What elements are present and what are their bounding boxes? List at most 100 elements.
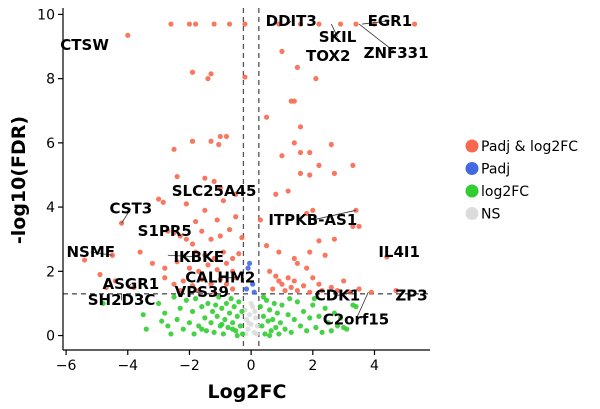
data-point <box>180 326 186 332</box>
data-point <box>196 323 202 329</box>
data-point <box>279 281 285 287</box>
data-point <box>228 296 234 302</box>
data-point <box>217 233 223 239</box>
data-point <box>211 178 217 185</box>
data-point <box>168 21 174 27</box>
data-point <box>208 320 214 326</box>
data-point <box>276 249 282 255</box>
data-point <box>265 318 271 324</box>
y-tick-label: 0 <box>46 329 55 345</box>
data-point <box>252 308 258 315</box>
data-point <box>239 235 245 241</box>
gene-label: TOX2 <box>306 47 350 65</box>
data-point <box>310 302 316 308</box>
data-point <box>304 210 310 217</box>
data-point <box>319 329 325 335</box>
data-point <box>285 312 291 318</box>
data-point <box>307 315 313 321</box>
data-point <box>199 276 205 282</box>
data-point <box>243 286 250 292</box>
data-point <box>350 162 356 168</box>
data-point <box>337 21 344 27</box>
data-point <box>267 307 273 313</box>
data-point <box>350 223 356 229</box>
data-point <box>270 286 276 292</box>
data-point <box>156 300 162 307</box>
gene-label: IKBKE <box>173 248 224 266</box>
data-point <box>263 114 270 120</box>
annotation-leader <box>167 254 199 258</box>
data-point <box>162 310 168 316</box>
data-point <box>183 236 189 242</box>
data-point <box>233 214 239 220</box>
data-point <box>260 313 267 319</box>
data-point <box>193 21 199 27</box>
data-point <box>162 265 168 271</box>
data-point <box>112 278 119 284</box>
data-point <box>304 265 310 271</box>
data-point <box>239 331 246 337</box>
gene-label: ZP3 <box>395 286 427 304</box>
y-tick-label: 2 <box>46 264 55 280</box>
gene-label: EGR1 <box>368 12 413 30</box>
data-point <box>331 170 337 176</box>
data-point <box>223 133 230 140</box>
data-point <box>257 217 263 223</box>
gene-label: CTSW <box>60 36 109 54</box>
data-point <box>311 296 317 302</box>
data-point <box>236 299 242 305</box>
y-tick-label: 4 <box>46 200 55 216</box>
data-point <box>246 260 253 266</box>
data-point <box>183 297 189 303</box>
data-point <box>211 329 217 335</box>
data-point <box>297 124 304 130</box>
data-point <box>254 323 260 329</box>
data-point <box>297 149 304 156</box>
data-point <box>393 287 399 294</box>
data-point <box>242 74 248 80</box>
gene-label: CDK1 <box>315 286 361 304</box>
data-point <box>222 316 228 323</box>
data-point <box>334 323 341 329</box>
data-point <box>174 173 180 180</box>
data-point <box>300 308 307 315</box>
x-tick-label: 2 <box>308 358 317 374</box>
data-point <box>220 249 226 255</box>
data-point <box>316 21 322 27</box>
data-point <box>196 268 202 274</box>
data-point <box>226 310 233 316</box>
data-point <box>300 283 307 289</box>
data-point <box>223 281 230 287</box>
data-point <box>271 300 277 307</box>
data-point <box>288 329 294 335</box>
data-point <box>203 328 210 334</box>
data-point <box>368 289 375 295</box>
gene-label: ZNF331 <box>364 44 429 62</box>
legend-swatch <box>465 184 479 198</box>
data-point <box>313 324 319 331</box>
data-point <box>353 304 359 310</box>
data-point <box>199 228 205 234</box>
x-tick-label: −6 <box>56 358 77 374</box>
data-point <box>307 149 313 156</box>
y-tick-label: 10 <box>37 7 55 23</box>
data-point <box>297 170 304 176</box>
legend-swatch <box>465 207 479 220</box>
data-point <box>183 201 189 207</box>
data-point <box>171 230 177 236</box>
data-point <box>322 252 328 258</box>
data-point <box>160 199 166 205</box>
gene-label: DDIT3 <box>266 12 317 30</box>
data-point <box>239 308 245 315</box>
data-point <box>186 320 193 326</box>
data-point <box>285 188 291 194</box>
gene-label: IL4I1 <box>378 243 420 261</box>
data-point <box>411 21 418 27</box>
x-axis-title: Log2FC <box>208 381 287 403</box>
data-point <box>328 284 334 290</box>
legend-swatch <box>465 139 479 153</box>
data-point <box>263 297 270 303</box>
data-point <box>291 278 297 284</box>
data-point <box>189 138 196 144</box>
data-point <box>276 331 282 337</box>
